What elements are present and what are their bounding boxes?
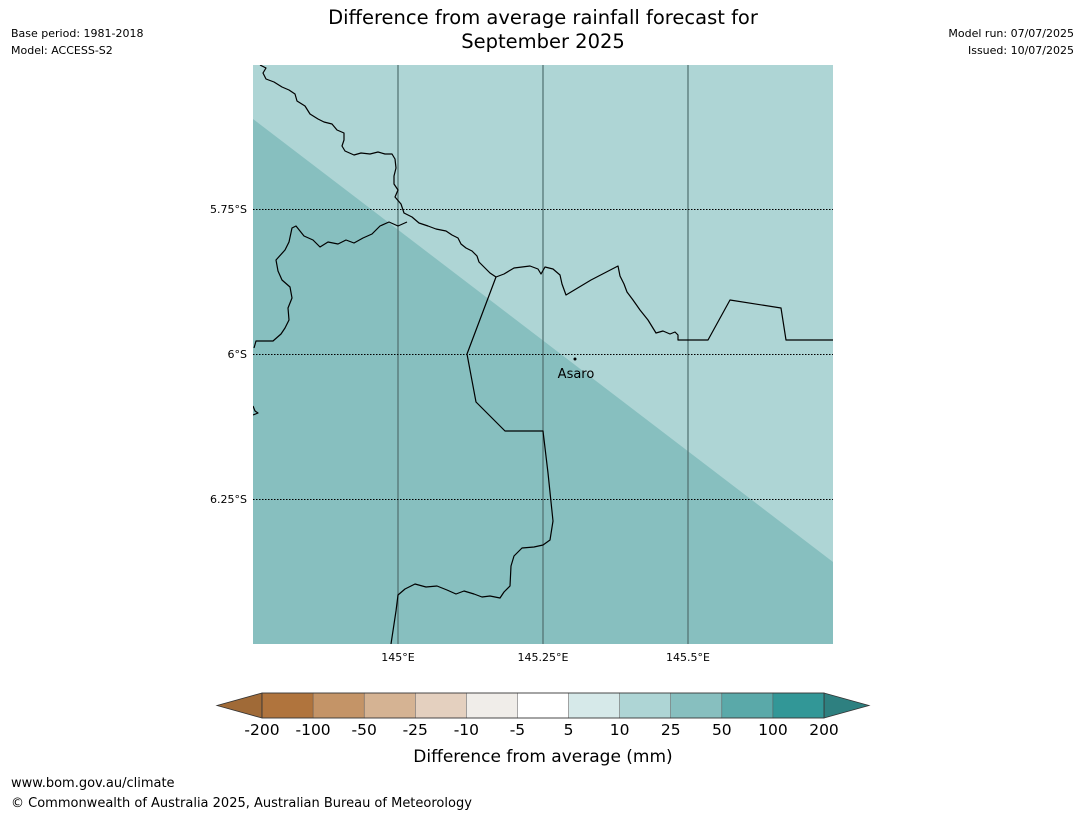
- colorbar-segment: [619, 692, 672, 719]
- model-run-text: Model run: 07/07/2025: [948, 27, 1074, 40]
- border-north: [259, 65, 833, 341]
- base-period-text: Base period: 1981-2018: [11, 27, 144, 40]
- lat-label-6: 6°S: [228, 348, 247, 361]
- colorbar-segment: [568, 692, 621, 719]
- colorbar-segment: [721, 692, 774, 719]
- border-south-west: [253, 221, 408, 349]
- title-line-2: September 2025: [461, 30, 625, 53]
- colorbar-segment: [772, 692, 825, 719]
- footer-copyright: © Commonwealth of Australia 2025, Austra…: [11, 796, 472, 811]
- colorbar-tick-labels: -200 -100 -50 -25 -10 -5 5 10 25 50 100 200: [244, 721, 838, 739]
- colorbar-segment: [466, 692, 518, 719]
- asaro-marker: [573, 357, 577, 361]
- border-edge-fragment: [253, 405, 259, 416]
- colorbar-segment: [670, 692, 723, 719]
- colorbar-high-extend: [823, 692, 871, 719]
- colorbar-tick-label: -200: [244, 721, 279, 739]
- colorbar-tick-label: 25: [661, 721, 681, 739]
- colorbar-segment: [415, 692, 467, 719]
- colorbar-segment: [517, 692, 570, 719]
- colorbar-segment: [363, 692, 416, 719]
- lon-label-145-5: 145.5°E: [666, 651, 710, 664]
- colorbar-title: Difference from average (mm): [413, 747, 672, 767]
- footer-url: www.bom.gov.au/climate: [11, 776, 175, 791]
- model-text: Model: ACCESS-S2: [11, 44, 113, 57]
- border-central: [390, 276, 554, 644]
- map-area: Asaro: [253, 65, 833, 644]
- colorbar-tick-label: -10: [454, 721, 479, 739]
- issued-text: Issued: 10/07/2025: [967, 44, 1074, 57]
- colorbar-tick-label: -100: [295, 721, 330, 739]
- colorbar-tick-label: 200: [809, 721, 839, 739]
- colorbar-tick-label: 50: [712, 721, 732, 739]
- title-line-1: Difference from average rainfall forecas…: [328, 6, 758, 29]
- colorbar-segments: [261, 692, 825, 719]
- colorbar: -200 -100 -50 -25 -10 -5 5 10 25 50 100 200 Differe…: [215, 692, 871, 767]
- colorbar-segment: [261, 692, 314, 719]
- lat-label-5-75: 5.75°S: [210, 203, 247, 216]
- colorbar-tick-label: 5: [564, 721, 574, 739]
- meta-left: Base period: 1981-2018 Model: ACCESS-S2: [11, 25, 143, 59]
- colorbar-low-extend: [215, 692, 263, 719]
- colorbar-tick-label: -25: [403, 721, 428, 739]
- colorbar-tick-label: -50: [352, 721, 377, 739]
- lat-label-6-25: 6.25°S: [210, 493, 247, 506]
- colorbar-segment: [312, 692, 365, 719]
- colorbar-outline: [261, 692, 825, 719]
- colorbar-tick-label: 100: [758, 721, 788, 739]
- map-title: Difference from average rainfall forecas…: [243, 6, 843, 54]
- colorbar-tick-label: -5: [510, 721, 525, 739]
- lon-label-145: 145°E: [381, 651, 414, 664]
- lon-label-145-25: 145.25°E: [518, 651, 569, 664]
- colorbar-tick-label: 10: [610, 721, 630, 739]
- place-label-asaro: Asaro: [558, 367, 595, 382]
- meta-right: Model run: 07/07/2025 Issued: 10/07/2025: [948, 25, 1074, 59]
- province-borders: [253, 65, 833, 644]
